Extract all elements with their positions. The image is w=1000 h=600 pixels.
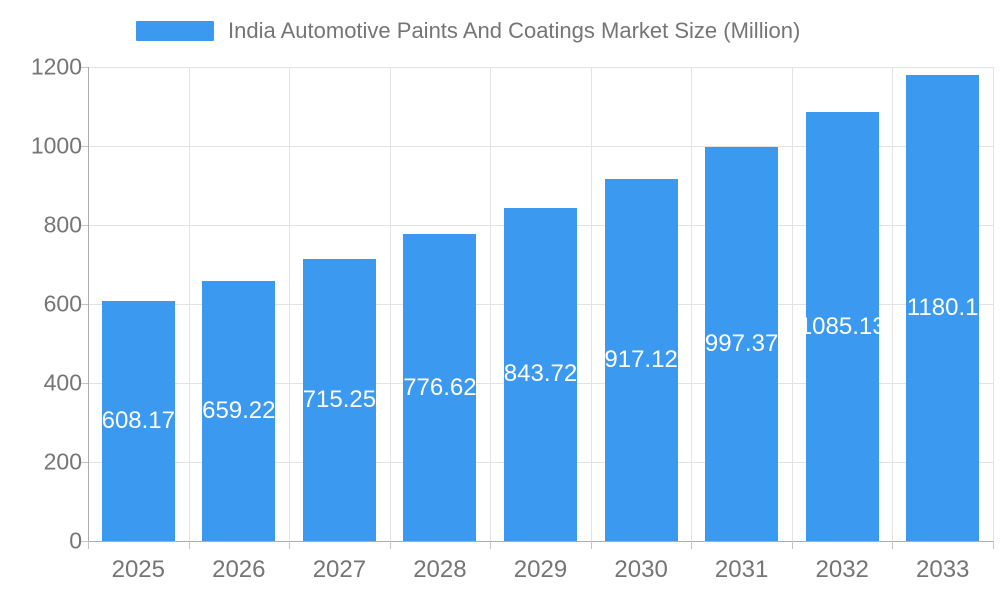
gridline-vertical (490, 67, 491, 541)
x-axis-tick (691, 541, 692, 549)
x-axis-tick-label: 2025 (111, 556, 165, 583)
value-label: 715.25 (302, 385, 377, 413)
bar[interactable]: 1085.13 (799, 112, 886, 541)
y-axis-tick-label: 0 (69, 527, 82, 554)
value-label: 843.72 (503, 360, 578, 388)
y-axis-tick (81, 146, 88, 147)
x-axis-tick (892, 541, 893, 549)
bar[interactable]: 1180.1 (906, 74, 980, 541)
value-label: 1085.13 (798, 312, 886, 340)
legend-item[interactable]: India Automotive Paints And Coatings Mar… (136, 17, 800, 45)
bar[interactable]: 997.37 (705, 147, 778, 541)
bar[interactable]: 843.72 (503, 207, 578, 541)
y-axis-tick-label: 800 (43, 211, 82, 238)
bar[interactable]: 715.25 (302, 258, 377, 541)
value-label: 608.17 (101, 406, 175, 434)
x-axis-tick-label: 2030 (614, 556, 668, 583)
gridline-vertical (993, 67, 994, 541)
y-axis-tick-label: 1200 (30, 53, 82, 80)
y-axis-tick-label: 1000 (30, 132, 82, 159)
x-axis-tick-label: 2026 (212, 556, 266, 583)
legend-label: India Automotive Paints And Coatings Mar… (228, 18, 801, 43)
x-axis-tick-label: 2031 (714, 556, 769, 583)
bar[interactable]: 608.17 (101, 300, 175, 541)
x-axis-tick-label: 2032 (815, 556, 869, 583)
value-label: 776.62 (403, 373, 477, 401)
x-axis-tick-label: 2033 (915, 556, 970, 583)
x-axis-tick (490, 541, 491, 549)
y-axis-tick (81, 67, 88, 68)
x-axis-tick (591, 541, 592, 549)
x-axis-tick (792, 541, 793, 549)
bar[interactable]: 776.62 (403, 234, 477, 541)
y-axis-tick (81, 462, 88, 463)
bar[interactable]: 917.12 (604, 178, 678, 541)
gridline-horizontal (88, 67, 993, 68)
y-axis-tick (81, 225, 88, 226)
gridline-vertical (792, 67, 793, 541)
value-label: 997.37 (704, 330, 779, 357)
gridline-vertical (289, 67, 290, 541)
x-axis-tick (88, 541, 89, 549)
x-axis-line (88, 541, 994, 542)
gridline-vertical (390, 67, 391, 541)
gridline-horizontal (88, 146, 993, 147)
x-axis-tick (993, 541, 994, 549)
y-axis-tick-label: 400 (43, 369, 82, 396)
x-axis-tick (289, 541, 290, 549)
gridline-vertical (892, 67, 893, 541)
y-axis-tick-label: 200 (43, 448, 82, 475)
gridline-vertical (189, 67, 190, 541)
y-axis-tick (81, 304, 88, 305)
x-axis-tick-label: 2028 (413, 556, 467, 583)
y-axis-tick (81, 383, 88, 384)
x-axis-tick (390, 541, 391, 549)
x-axis-tick-label: 2027 (312, 556, 367, 583)
plot-area: 608.17 659.22 715.25 776.62 843.72 917.12 997.… (88, 67, 994, 541)
gridline-vertical (691, 67, 692, 541)
bar[interactable]: 659.22 (202, 280, 276, 541)
x-axis-tick-label: 2029 (513, 556, 568, 583)
value-label: 1180.1 (906, 293, 979, 321)
value-label: 917.12 (604, 345, 678, 373)
gridline-vertical (591, 67, 592, 541)
value-label: 659.22 (202, 396, 276, 424)
legend-swatch (136, 21, 214, 41)
y-axis-tick-label: 600 (43, 290, 82, 317)
y-axis-line (88, 67, 89, 549)
y-axis-tick (81, 541, 88, 542)
x-axis-tick (189, 541, 190, 549)
